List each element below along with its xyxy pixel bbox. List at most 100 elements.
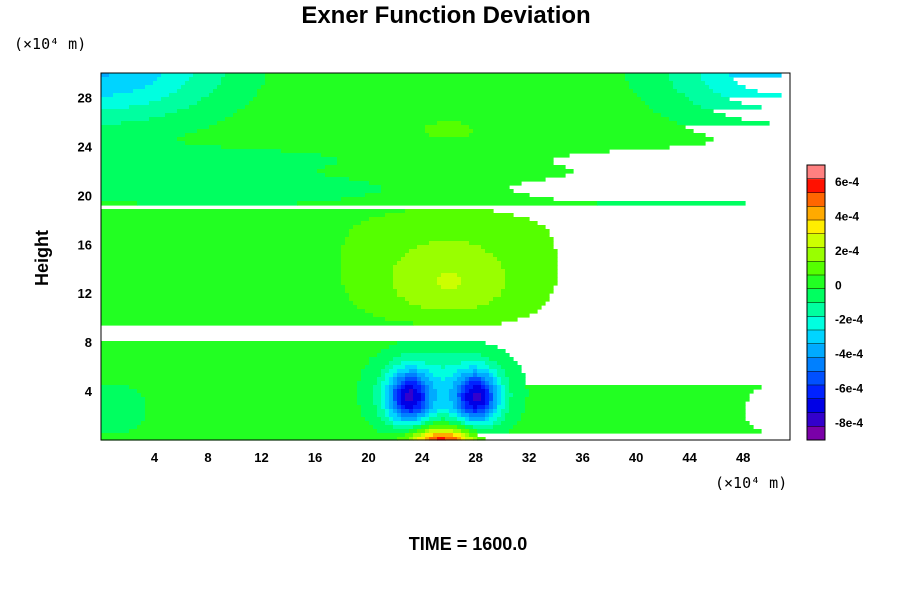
contour-cell <box>393 401 398 406</box>
contour-cell <box>185 133 430 138</box>
contour-cell <box>341 253 406 258</box>
contour-cell <box>389 401 394 406</box>
contour-cell <box>457 273 506 278</box>
contour-cell <box>101 153 322 158</box>
contour-cell <box>501 293 550 298</box>
contour-cell <box>397 289 502 294</box>
contour-cell <box>101 113 166 118</box>
contour-cell <box>457 397 462 402</box>
contour-cell <box>397 261 502 266</box>
contour-cell <box>445 437 458 441</box>
contour-cell <box>669 77 702 82</box>
contour-cell <box>413 405 422 410</box>
contour-cell <box>121 121 218 126</box>
y-tick-label: 24 <box>78 139 93 154</box>
contour-cell <box>441 365 446 370</box>
contour-field <box>101 73 782 441</box>
contour-cell <box>509 377 526 382</box>
contour-cell <box>357 401 374 406</box>
colorbar-band <box>807 261 825 276</box>
colorbar-band <box>807 288 825 303</box>
contour-cell <box>361 369 382 374</box>
contour-cell <box>161 97 202 102</box>
contour-cell <box>721 93 782 98</box>
contour-cell <box>521 413 746 418</box>
contour-cell <box>365 193 530 198</box>
contour-cell <box>385 389 390 394</box>
contour-cell <box>381 385 386 390</box>
contour-cell <box>453 385 458 390</box>
colorbar-band <box>807 385 825 400</box>
contour-cell <box>485 393 490 398</box>
contour-cell <box>673 85 710 90</box>
contour-cell <box>401 417 418 422</box>
contour-cell <box>485 377 494 382</box>
contour-cell <box>505 373 526 378</box>
contour-cell <box>249 101 646 106</box>
contour-cell <box>149 101 198 106</box>
contour-cell <box>401 389 410 394</box>
contour-cell <box>413 389 418 394</box>
contour-cell <box>453 373 462 378</box>
contour-cell <box>377 413 386 418</box>
contour-cell <box>341 281 394 286</box>
contour-cell <box>401 413 418 418</box>
contour-cell <box>365 365 386 370</box>
contour-cell <box>473 369 478 374</box>
contour-cell <box>417 373 426 378</box>
contour-cell <box>101 357 370 362</box>
contour-cell <box>101 253 342 258</box>
contour-cell <box>381 393 386 398</box>
contour-cell <box>509 389 530 394</box>
contour-cell <box>101 389 138 394</box>
contour-cell <box>685 93 722 98</box>
contour-cell <box>129 385 358 390</box>
contour-cell <box>337 161 554 166</box>
colorbar-band <box>807 302 825 317</box>
contour-cell <box>405 393 414 398</box>
contour-cell <box>101 213 386 218</box>
contour-cell <box>197 129 426 134</box>
contour-cell <box>485 405 490 410</box>
contour-cell <box>233 113 662 118</box>
contour-cell <box>421 409 426 414</box>
contour-cell <box>357 389 374 394</box>
contour-cell <box>357 393 374 398</box>
contour-cell <box>505 401 510 406</box>
contour-cell <box>445 377 458 382</box>
y-tick-label: 20 <box>78 188 92 203</box>
contour-cell <box>493 373 498 378</box>
contour-cell <box>501 401 506 406</box>
contour-cell <box>421 405 426 410</box>
contour-cell <box>101 345 390 350</box>
contour-cell <box>481 381 486 386</box>
contour-cell <box>461 405 466 410</box>
contour-cell <box>413 385 422 390</box>
contour-cell <box>353 225 546 230</box>
contour-cell <box>429 241 470 246</box>
contour-cell <box>661 113 726 118</box>
contour-cell <box>421 389 426 394</box>
contour-cell <box>373 313 530 318</box>
contour-cell <box>101 373 362 378</box>
contour-cell <box>501 409 510 414</box>
contour-cell <box>417 365 442 370</box>
contour-cell <box>461 373 474 378</box>
contour-cell <box>493 401 498 406</box>
contour-cell <box>261 85 630 90</box>
contour-cell <box>101 281 342 286</box>
contour-cell <box>101 81 154 86</box>
contour-cell <box>473 405 478 410</box>
colorbar-tick-label: -6e-4 <box>835 381 863 395</box>
contour-cell <box>705 81 738 86</box>
contour-cell <box>281 149 610 154</box>
contour-cell <box>185 141 706 146</box>
contour-cell <box>101 105 130 110</box>
contour-cell <box>469 377 482 382</box>
contour-cell <box>101 401 146 406</box>
contour-cell <box>373 393 382 398</box>
contour-cell <box>469 381 482 386</box>
contour-cell <box>265 73 626 78</box>
y-axis-ticks: 4 8 12 16 20 24 28 <box>78 90 93 399</box>
contour-cell <box>377 353 402 358</box>
